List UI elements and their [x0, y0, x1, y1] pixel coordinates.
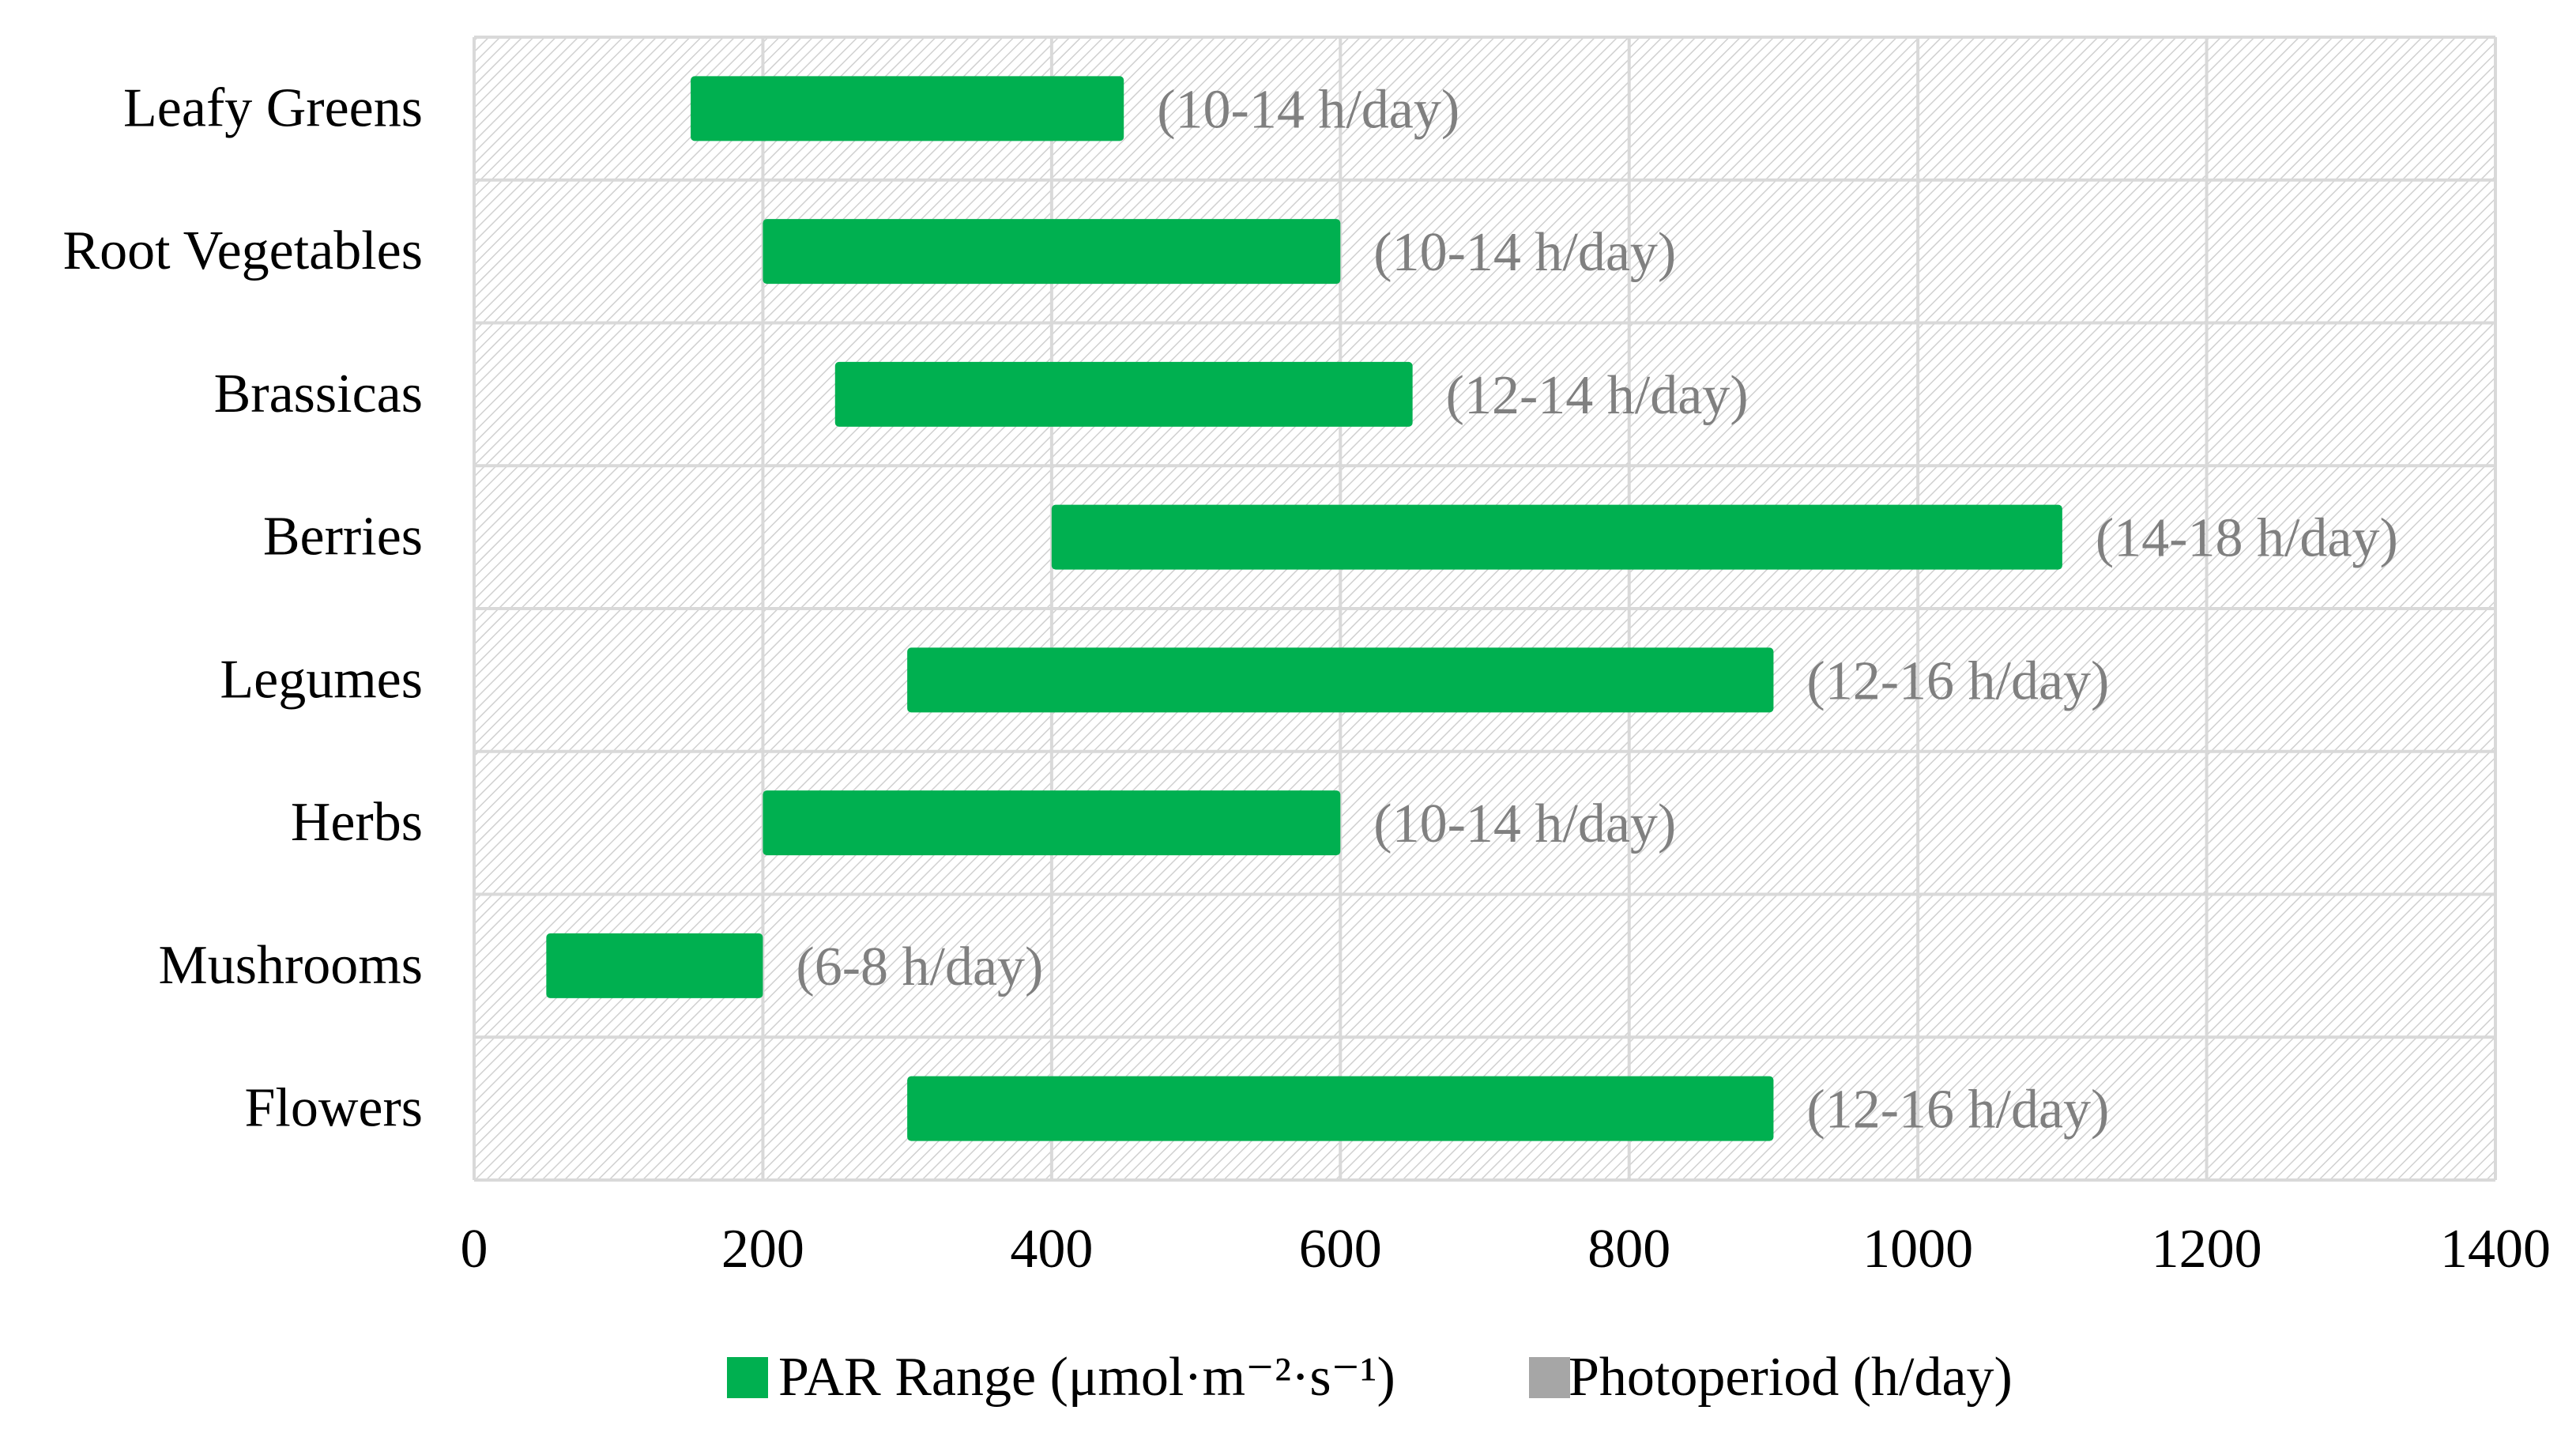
legend-swatch-par-range: [727, 1357, 768, 1398]
bar-label-photoperiod: (10-14 h/day): [1373, 794, 1676, 854]
bar-par-range: [763, 219, 1341, 285]
bar-label-photoperiod: (6-8 h/day): [796, 937, 1043, 997]
x-tick-label: 800: [1587, 1219, 1670, 1280]
legend: PAR Range (μmol·m⁻²·s⁻¹) Photoperiod (h/…: [727, 1347, 2013, 1408]
bar-par-range: [834, 361, 1413, 427]
axis-layer: 0 200 400 600 800 1000 1200 1400 Leafy Greens Roo…: [62, 77, 2551, 1280]
bar-label-photoperiod: (12-16 h/day): [1806, 650, 2109, 711]
bar-label-photoperiod: (14-18 h/day): [2096, 508, 2398, 569]
category-label: Herbs: [291, 792, 423, 853]
bar-par-range: [763, 790, 1341, 856]
x-tick-label: 1200: [2152, 1219, 2262, 1280]
bar-label-photoperiod: (10-14 h/day): [1373, 222, 1676, 283]
category-label: Legumes: [220, 649, 423, 710]
category-label: Mushrooms: [159, 935, 423, 996]
bar-par-range: [546, 933, 763, 998]
category-label: Root Vegetables: [62, 221, 423, 281]
bars-layer: [546, 76, 2062, 1141]
x-tick-label: 0: [461, 1219, 488, 1280]
labels-layer: (10-14 h/day) (10-14 h/day) (12-14 h/day) (…: [796, 79, 2397, 1140]
x-tick-label: 1400: [2440, 1219, 2551, 1280]
bar-label-photoperiod: (12-14 h/day): [1446, 365, 1749, 426]
bar-par-range: [1051, 504, 2062, 570]
bar-par-range: [907, 647, 1774, 713]
legend-swatch-photoperiod: [1529, 1357, 1570, 1398]
bar-label-photoperiod: (10-14 h/day): [1157, 79, 1459, 140]
x-tick-label: 400: [1010, 1219, 1093, 1280]
bar-par-range: [691, 76, 1124, 141]
x-tick-label: 1000: [1862, 1219, 1973, 1280]
bar-par-range: [907, 1076, 1774, 1141]
category-label: Brassicas: [214, 364, 423, 424]
x-tick-label: 200: [721, 1219, 804, 1280]
category-label: Flowers: [244, 1078, 423, 1139]
x-tick-label: 600: [1299, 1219, 1382, 1280]
legend-label-photoperiod: Photoperiod (h/day): [1569, 1347, 2013, 1408]
category-label: Berries: [263, 507, 423, 567]
category-label: Leafy Greens: [123, 77, 423, 138]
bar-label-photoperiod: (12-16 h/day): [1806, 1080, 2109, 1141]
legend-label-par-range: PAR Range (μmol·m⁻²·s⁻¹): [778, 1347, 1395, 1408]
